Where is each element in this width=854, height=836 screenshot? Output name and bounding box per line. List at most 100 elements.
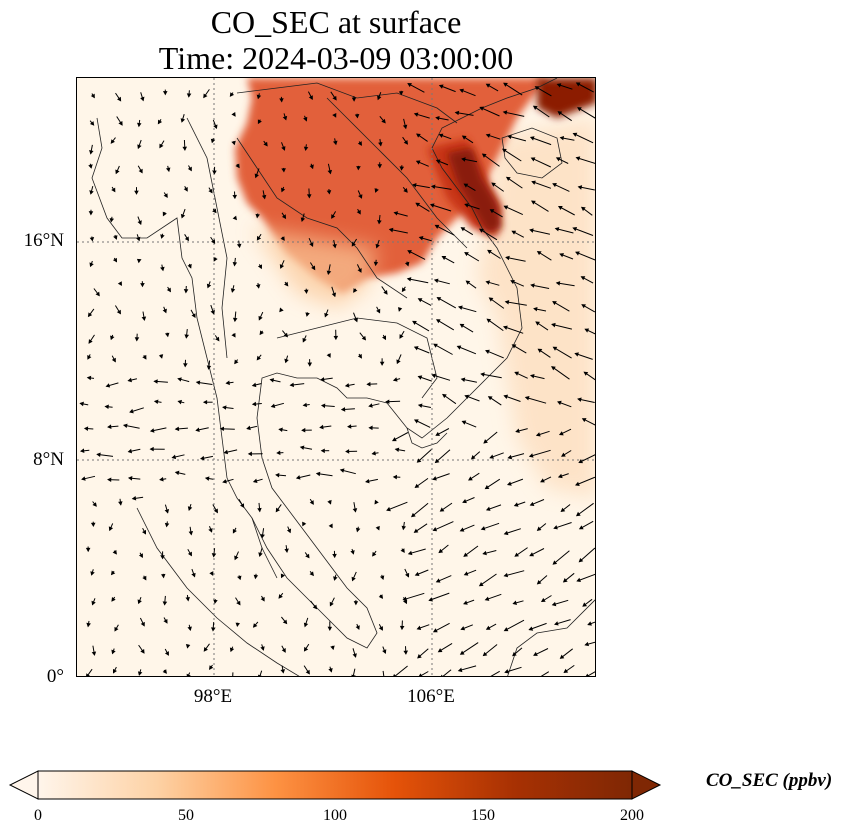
wind-arrow-head xyxy=(275,472,280,478)
wind-arrow-head xyxy=(536,526,542,531)
wind-arrow-head xyxy=(417,403,423,408)
wind-arrow-head xyxy=(163,618,168,624)
wind-arrow-head xyxy=(258,315,263,321)
wind-arrow-head xyxy=(373,261,379,267)
wind-arrow-head xyxy=(331,214,336,219)
wind-arrow-head xyxy=(90,571,95,576)
wind-arrow-head xyxy=(257,674,262,676)
wind-arrow-head xyxy=(415,160,421,165)
colorbar xyxy=(8,770,664,800)
wind-arrow-head xyxy=(131,495,137,501)
wind-arrow-head xyxy=(503,205,509,210)
wind-arrow-head xyxy=(488,297,494,302)
wind-arrow-head xyxy=(413,528,419,533)
wind-arrow-head xyxy=(326,190,332,195)
wind-arrow xyxy=(503,82,523,96)
wind-arrow-head xyxy=(459,650,465,655)
wind-arrow-head xyxy=(182,146,188,151)
map-time-subtitle: Time: 2024-03-09 03:00:00 xyxy=(158,40,514,76)
wind-arrow-head xyxy=(580,206,586,212)
wind-arrow-head xyxy=(177,399,182,405)
wind-arrow-head xyxy=(388,227,394,233)
wind-arrow-head xyxy=(211,553,217,558)
wind-arrow-head xyxy=(487,249,492,254)
wind-arrow-head xyxy=(246,425,251,431)
wind-arrow-head xyxy=(512,600,518,605)
wind-arrow-head xyxy=(524,396,530,401)
wind-arrow-head xyxy=(303,116,308,122)
wind-arrow-head xyxy=(309,571,314,577)
wind-arrow-head xyxy=(533,306,538,312)
wind-arrow-head xyxy=(361,335,367,341)
wind-arrow-head xyxy=(533,651,538,656)
wind-arrow-head xyxy=(582,602,588,607)
wind-arrow-head xyxy=(385,399,390,404)
wind-arrow-head xyxy=(454,110,460,116)
wind-vector-field xyxy=(79,82,595,676)
wind-arrow-head xyxy=(581,304,586,309)
wind-arrow-head xyxy=(79,401,84,407)
wind-arrow-head xyxy=(129,408,134,414)
wind-arrow-head xyxy=(530,200,536,205)
wind-arrow-head xyxy=(357,353,362,359)
wind-arrow-head xyxy=(577,185,583,190)
wind-arrow-head xyxy=(136,258,142,264)
wind-arrow xyxy=(481,373,502,379)
wind-arrow-head xyxy=(438,133,444,138)
wind-arrow xyxy=(577,573,595,582)
wind-arrow-head xyxy=(279,307,284,313)
wind-arrow-head xyxy=(505,176,511,181)
wind-arrow-head xyxy=(332,95,337,101)
wind-arrow-head xyxy=(211,627,216,632)
wind-arrow xyxy=(577,107,595,119)
wind-arrow-head xyxy=(281,168,286,173)
wind-arrow-head xyxy=(505,255,510,261)
wind-arrow-head xyxy=(305,553,310,559)
wind-arrow-head xyxy=(562,578,568,583)
wind-arrow-head xyxy=(300,217,306,223)
wind-arrow-head xyxy=(512,651,517,657)
wind-arrow-head xyxy=(514,371,520,376)
wind-arrow-head xyxy=(464,394,470,399)
wind-arrow-head xyxy=(142,529,146,535)
wind-arrow-head xyxy=(435,115,440,121)
wind-arrow xyxy=(407,250,426,260)
wind-arrow-head xyxy=(553,621,559,626)
wind-arrow-head xyxy=(393,211,399,216)
wind-arrow-head xyxy=(85,547,91,553)
wind-arrow-head xyxy=(507,134,512,140)
wind-arrow-head xyxy=(417,375,423,380)
wind-arrow-head xyxy=(575,481,580,487)
wind-arrow-head xyxy=(134,337,140,342)
wind-arrow-head xyxy=(429,203,435,208)
coastlines-and-borders xyxy=(91,78,595,676)
wind-arrow-head xyxy=(185,644,191,649)
wind-arrow-head xyxy=(584,328,590,333)
wind-arrow-head xyxy=(401,525,407,531)
wind-arrow-head xyxy=(118,501,123,506)
wind-arrow-head xyxy=(302,521,307,527)
wind-arrow-head xyxy=(417,298,423,303)
wind-arrow-head xyxy=(330,645,335,651)
wind-arrow-head xyxy=(232,528,237,534)
wind-arrow-head xyxy=(108,526,114,532)
wind-arrow-head xyxy=(464,252,469,257)
wind-arrow-head xyxy=(270,403,276,408)
wind-arrow-head xyxy=(320,403,326,409)
wind-arrow-head xyxy=(366,381,371,387)
wind-arrow-head xyxy=(399,334,404,339)
wind-arrow-head xyxy=(378,626,383,631)
wind-arrow-head xyxy=(234,359,239,365)
wind-arrow xyxy=(553,346,572,359)
wind-arrow-head xyxy=(578,459,584,464)
wind-arrow xyxy=(259,670,263,676)
wind-arrow-head xyxy=(260,646,265,651)
wind-arrow-head xyxy=(160,555,165,560)
wind-arrow-head xyxy=(407,550,413,556)
wind-arrow-head xyxy=(299,445,305,450)
wind-arrow-head xyxy=(327,626,333,631)
wind-arrow-head xyxy=(358,194,363,199)
wind-arrow-head xyxy=(480,526,486,531)
wind-arrow xyxy=(436,319,455,331)
wind-arrow-head xyxy=(260,534,265,539)
